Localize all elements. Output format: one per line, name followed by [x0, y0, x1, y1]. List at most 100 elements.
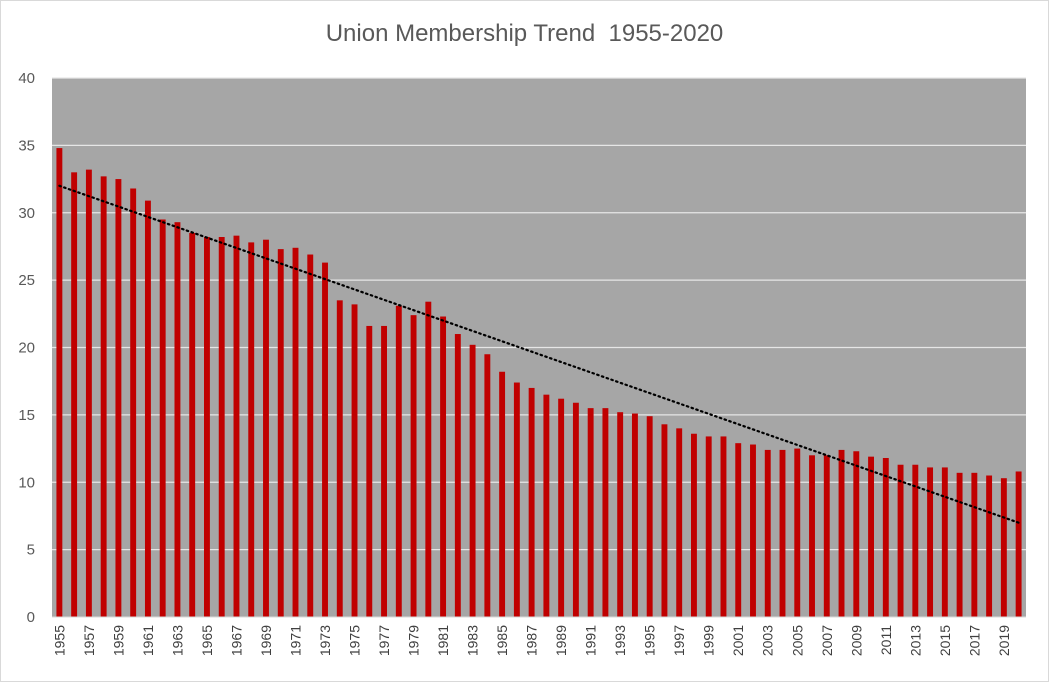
bar-1993 [617, 412, 624, 617]
bar-1975 [351, 304, 358, 617]
x-tick-label: 1989 [553, 625, 569, 656]
gridlines [52, 77, 1026, 551]
bar-1977 [381, 325, 387, 617]
y-tick-label: 10 [18, 474, 35, 491]
bar-1986 [513, 382, 520, 617]
bar-1960 [130, 188, 137, 617]
bar-1970 [277, 249, 284, 617]
bar-1968 [248, 242, 255, 617]
bar-1987 [528, 387, 535, 617]
bar-2004 [779, 449, 786, 617]
x-tick-label: 1999 [701, 625, 717, 656]
x-tick-label: 2011 [878, 625, 894, 655]
x-tick-label: 2003 [760, 625, 776, 656]
bar-1988 [543, 394, 550, 617]
x-tick-label: 2007 [819, 625, 835, 656]
bar-2009 [853, 451, 860, 617]
bar-1973 [322, 262, 328, 617]
bar-1991 [587, 408, 594, 617]
y-tick-label: 25 [18, 272, 35, 289]
y-tick-label: 15 [18, 407, 35, 424]
bar-1980 [425, 301, 432, 617]
x-tick-label: 1985 [494, 625, 510, 656]
bar-1976 [366, 325, 373, 617]
x-tick-label: 1959 [110, 625, 126, 656]
bar-2020 [1015, 471, 1022, 617]
bar-2005 [794, 448, 801, 617]
x-tick-label: 1967 [228, 625, 244, 656]
bar-1978 [395, 305, 402, 617]
x-tick-label: 2015 [937, 625, 953, 656]
bar-1956 [71, 172, 78, 617]
x-tick-label: 1983 [465, 625, 481, 656]
bar-1966 [218, 237, 225, 617]
x-tick-label: 2013 [907, 625, 923, 656]
bar-2014 [927, 467, 934, 617]
bar-1974 [336, 300, 343, 617]
bar-1982 [454, 334, 461, 617]
bar-1992 [602, 408, 609, 617]
bar-2018 [986, 475, 993, 617]
bar-2013 [912, 464, 919, 617]
bar-1962 [159, 219, 166, 618]
y-tick-label: 30 [18, 205, 35, 222]
x-tick-label: 1993 [612, 625, 628, 656]
bar-2003 [764, 449, 771, 617]
x-tick-label: 1961 [140, 625, 156, 656]
x-tick-label: 1973 [317, 625, 333, 656]
bar-2006 [809, 455, 815, 617]
bar-1981 [440, 316, 447, 617]
bar-2017 [971, 472, 978, 617]
bar-1959 [115, 179, 122, 617]
x-tick-label: 2019 [996, 625, 1012, 656]
bar-1990 [572, 402, 579, 617]
bar-1989 [558, 398, 565, 617]
bar-2001 [735, 443, 742, 617]
y-tick-label: 5 [27, 542, 35, 559]
bar-2011 [882, 457, 889, 617]
x-tick-label: 1987 [524, 625, 540, 656]
bar-2010 [868, 456, 874, 617]
x-tick-label: 2005 [789, 625, 805, 656]
bar-1997 [676, 428, 683, 617]
x-tick-label: 1997 [671, 625, 687, 656]
bar-2007 [823, 455, 830, 617]
x-tick-label: 1991 [583, 625, 599, 656]
bar-1963 [174, 222, 181, 617]
bar-1998 [691, 433, 697, 617]
x-tick-label: 1979 [406, 625, 422, 656]
bar-1961 [144, 200, 151, 617]
x-axis-ticks: 1955 1957 1959 1961 1963 1965 1967 1969 1971 1973… [51, 625, 1011, 656]
bar-2012 [897, 464, 904, 617]
bar-1971 [292, 247, 299, 617]
bar-1964 [189, 232, 196, 617]
bar-1965 [204, 237, 210, 617]
bar-1967 [233, 235, 240, 617]
bar-1999 [705, 436, 712, 617]
bars [56, 148, 1022, 618]
chart-title: Union Membership Trend 1955-2020 [325, 20, 724, 47]
x-tick-label: 1977 [376, 625, 392, 656]
x-tick-label: 1965 [199, 625, 215, 656]
bar-2008 [838, 449, 845, 617]
x-tick-label: 2017 [966, 625, 982, 656]
x-tick-label: 1975 [347, 625, 363, 656]
trendline-group [58, 184, 1020, 524]
y-axis-ticks: 0 5 10 15 20 25 30 35 40 [18, 70, 35, 626]
y-tick-label: 20 [18, 340, 35, 357]
x-tick-label: 2001 [730, 625, 746, 656]
bar-2015 [941, 467, 948, 617]
bar-1955 [56, 148, 63, 617]
x-tick-label: 1981 [435, 625, 451, 656]
x-tick-label: 1955 [51, 625, 67, 656]
x-tick-label: 2009 [848, 625, 864, 656]
bar-1979 [410, 315, 417, 617]
bar-2000 [720, 436, 727, 617]
x-tick-label: 1969 [258, 625, 274, 656]
y-tick-label: 35 [18, 137, 35, 154]
bar-1995 [646, 416, 653, 617]
x-tick-label: 1957 [81, 625, 97, 656]
bar-1958 [100, 176, 107, 617]
bar-1984 [484, 354, 491, 617]
